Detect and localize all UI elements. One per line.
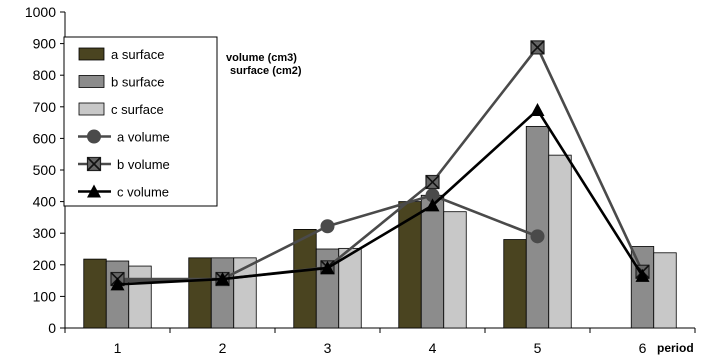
line-path [117,107,644,286]
y-tick-label: 0 [48,320,56,336]
y-tick-label: 400 [33,194,57,210]
y-tick-label: 1000 [25,4,56,20]
bar-a-surface [398,201,422,329]
bar-b-surface [210,257,235,329]
bar-a-surface [188,257,212,329]
x-tick-label: 6 [639,340,647,356]
annotation-surface: surface (cm2) [230,65,302,77]
annotation-volume: volume (cm3) [226,52,297,64]
x-tick-label: 4 [429,340,437,356]
y-tick-label: 100 [33,288,57,304]
x-tick-label: 3 [324,340,332,356]
point-c-volume [110,277,125,291]
y-tick-label: 700 [33,99,57,115]
bar-b-surface [525,125,550,329]
legend-label: c surface [111,102,164,117]
legend-label: b volume [117,157,170,172]
bar-c-surface [653,252,677,329]
point-b-volume-x2 [425,174,440,190]
point-c-volume [635,268,650,282]
legend-label: c volume [117,185,169,200]
legend-label: a surface [111,47,164,62]
y-tick-label: 900 [33,36,57,52]
legend-marker-x2 [86,156,102,172]
bar-a-surface [83,258,107,329]
legend-box [63,36,218,207]
x-axis-label: period [657,341,694,355]
bar-c-surface [548,154,572,329]
y-tick-label: 500 [33,162,57,178]
legend-marker [87,184,101,198]
legend-swatch [78,102,105,116]
bar-a-surface [503,239,527,329]
legend-label: a volume [117,130,170,145]
point-c-volume [425,198,440,212]
legend-marker [87,129,101,144]
x-tick-label: 5 [534,340,542,356]
legend-swatch [78,75,105,88]
bar-b-surface [630,246,655,329]
legend: a surface b surface c surface a volume b vol… [63,36,218,207]
bar-b-surface [420,194,445,329]
point-a-volume [320,219,335,234]
tick-labels: 0 100 200 300 400 500 600 700 800 900 1000 1 2 3 4 5 6 [25,4,647,356]
line-series-c-volume [110,102,650,291]
point-c-volume [215,272,230,286]
y-tick-label: 200 [33,257,57,273]
bar-b-surface [105,260,130,329]
y-tick-label: 800 [33,67,57,83]
bar-c-surface [443,211,467,329]
x-tick-label: 2 [219,340,227,356]
legend-label: b surface [111,75,164,90]
legend-swatch [78,47,105,61]
point-c-volume [530,102,545,116]
bar-a-surface [293,229,317,329]
x-tick-label: 1 [114,340,122,356]
y-tick-label: 300 [33,225,57,241]
point-a-volume [530,229,545,244]
y-tick-label: 600 [33,130,57,146]
bar-c-surface [128,265,152,329]
point-c-volume [320,260,335,274]
point-b-volume-x2 [530,40,545,55]
lines [110,40,650,291]
